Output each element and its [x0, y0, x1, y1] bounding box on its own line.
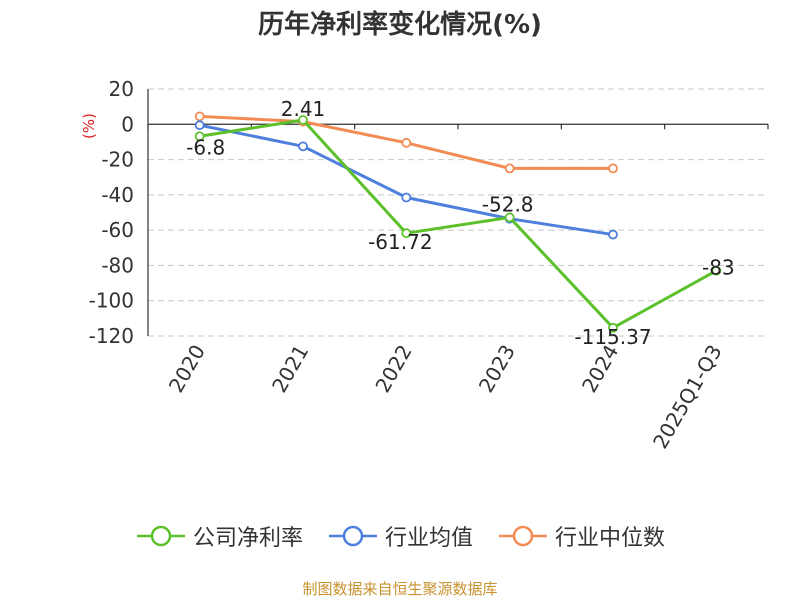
- data-point: [298, 141, 308, 152]
- x-tick-label: 2022: [370, 341, 416, 397]
- y-tick-label: 20: [109, 77, 134, 101]
- data-point: [504, 212, 515, 223]
- y-axis-label: (%): [80, 113, 98, 139]
- legend-item[interactable]: 行业中位数: [497, 520, 665, 552]
- data-point: [194, 111, 205, 122]
- data-label-layer: -6.8 2.41 -61.72 -52.8 -115.37 -83: [186, 97, 735, 349]
- data-point: [401, 192, 412, 203]
- data-point: [194, 131, 205, 142]
- data-label: -6.8: [186, 135, 225, 159]
- x-tick-label: 2023: [474, 341, 520, 397]
- data-point: [194, 120, 205, 131]
- grid-layer: [148, 88, 768, 337]
- x-tick-label: 2024: [577, 341, 623, 397]
- data-point: [504, 163, 515, 174]
- x-tick-label: 2021: [267, 341, 313, 397]
- chart-title: 历年净利率变化情况(%): [258, 10, 542, 40]
- data-point: [401, 137, 412, 148]
- axis-layer: 20 0 -20 -40 -60 -80 -100 -120 2020 2021 2022 2023 2…: [89, 77, 769, 453]
- data-point: [608, 163, 618, 174]
- y-tick-label: -80: [101, 253, 134, 277]
- legend-marker-icon: [328, 525, 377, 547]
- y-tick-label: -20: [101, 148, 134, 172]
- series-line-0: [199, 118, 718, 330]
- legend-label: 行业均值: [384, 526, 473, 551]
- data-label: -52.8: [482, 192, 534, 216]
- y-tick-label: -40: [101, 183, 134, 207]
- y-tick-label: -60: [101, 218, 134, 242]
- y-tick-label: 0: [121, 112, 134, 136]
- legend-item[interactable]: 公司净利率: [135, 520, 303, 552]
- data-point: [401, 228, 412, 239]
- legend-label: 公司净利率: [192, 526, 303, 551]
- data-point: [711, 265, 722, 276]
- data-point: [608, 322, 618, 333]
- y-tick-label: -100: [89, 289, 134, 313]
- legend-marker-icon: [499, 525, 547, 547]
- legend-item[interactable]: 行业均值: [327, 520, 473, 552]
- source-note: 制图数据来自恒生聚源数据库: [302, 580, 498, 598]
- legend: 公司净利率 行业均值 行业中位数: [0, 520, 800, 552]
- data-point: [608, 229, 618, 240]
- series-layer: [194, 111, 722, 333]
- legend-label: 行业中位数: [555, 526, 666, 551]
- x-tick-label: 2020: [164, 341, 210, 397]
- data-label: -83: [702, 256, 735, 280]
- y-tick-label: -120: [89, 324, 134, 348]
- data-label: -61.72: [368, 230, 432, 254]
- x-tick-label: 2025Q1-Q3: [648, 341, 727, 453]
- data-point: [298, 115, 308, 125]
- data-label: 2.41: [281, 97, 326, 121]
- data-label: -115.37: [574, 325, 651, 349]
- legend-marker-icon: [136, 525, 185, 547]
